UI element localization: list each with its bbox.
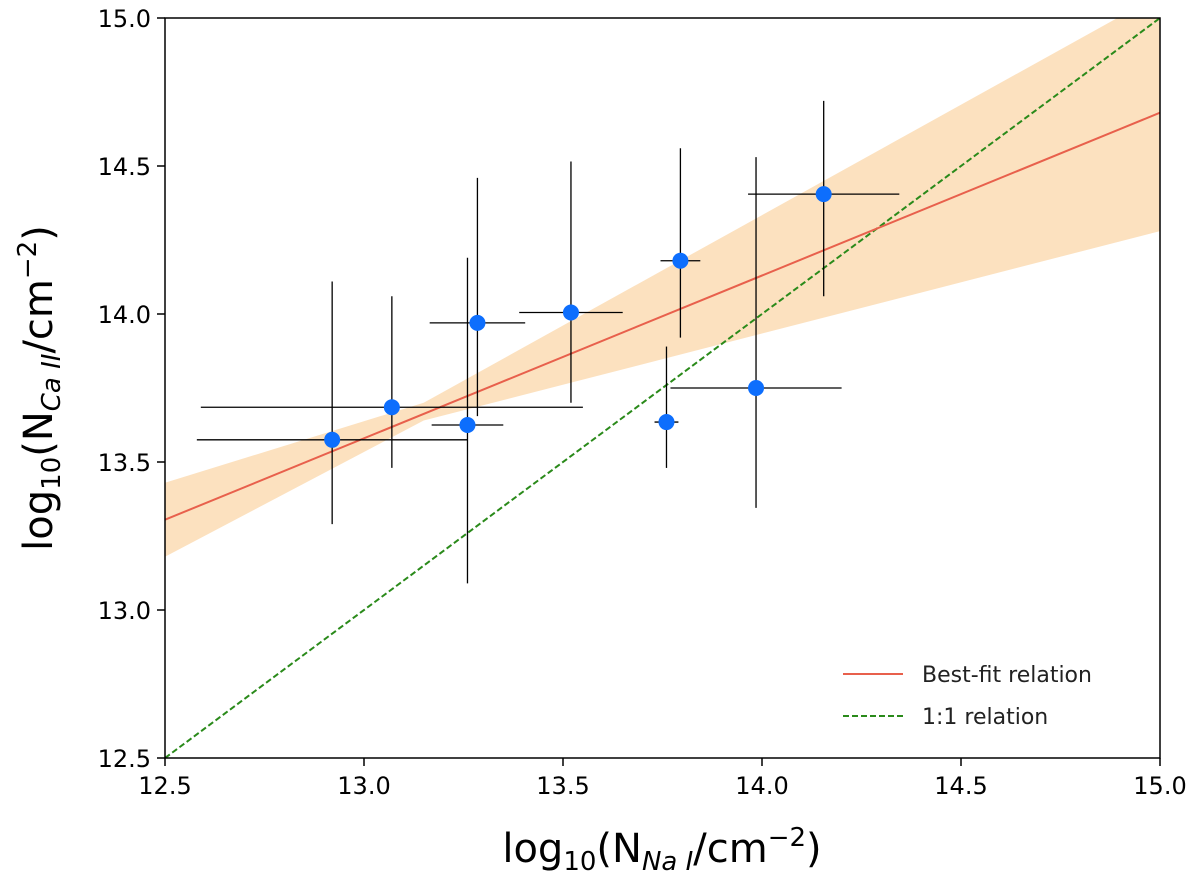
y-axis-label: log10(NCa II/cm−2): [13, 225, 67, 551]
legend: Best-fit relation 1:1 relation: [843, 663, 1092, 730]
plot-frame: [164, 17, 1161, 759]
data-point-4: [469, 314, 486, 331]
data-point-9: [815, 186, 832, 203]
data-point-2: [383, 399, 400, 416]
data-point-1: [324, 431, 341, 448]
y-tick-label: 13.0: [98, 597, 151, 625]
x-axis-label: log10(NNa I/cm−2): [502, 823, 821, 876]
x-tick-label: 13.5: [536, 772, 589, 800]
confidence-band: [165, 18, 1160, 557]
data-point-3: [459, 417, 476, 433]
x-axis-ticks: 12.5 13.0 13.5 14.0 14.5 15.0: [138, 758, 1187, 800]
data-point-5: [562, 304, 579, 321]
y-tick-label: 12.5: [98, 745, 151, 773]
data-point-7: [672, 252, 689, 269]
x-tick-label: 14.0: [735, 772, 788, 800]
x-tick-label: 14.5: [934, 772, 987, 800]
data-point-8: [748, 380, 765, 396]
legend-one-to-one-label: 1:1 relation: [922, 705, 1048, 730]
plot-area: [165, 18, 1160, 758]
data-markers: [324, 186, 832, 448]
y-tick-label: 14.0: [98, 301, 151, 329]
y-tick-label: 14.5: [98, 153, 151, 181]
legend-best-fit-label: Best-fit relation: [922, 663, 1092, 688]
y-tick-label: 13.5: [98, 449, 151, 477]
x-tick-label: 15.0: [1133, 772, 1186, 800]
data-point-6: [658, 414, 675, 431]
x-tick-label: 12.5: [138, 772, 191, 800]
best-fit-line: [165, 111, 1160, 521]
x-tick-label: 13.0: [337, 772, 390, 800]
y-tick-label: 15.0: [98, 5, 151, 33]
y-axis-ticks: 12.5 13.0 13.5 14.0 14.5 15.0: [98, 5, 165, 773]
